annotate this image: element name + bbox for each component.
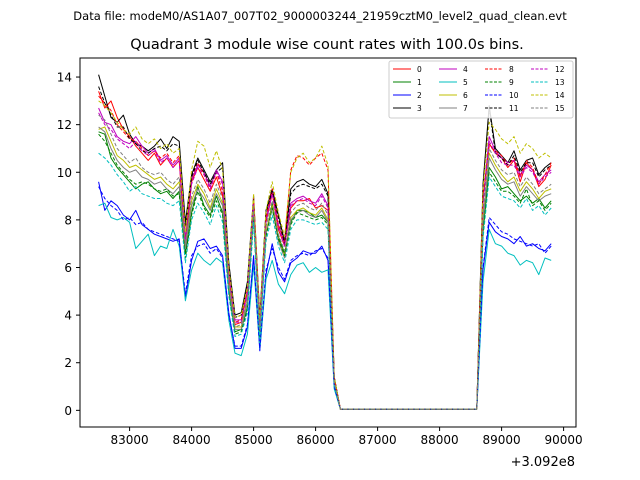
y-tick-label: 0 [64, 404, 72, 418]
x-axis-ticks: 83000 84000 85000 86000 87000 88000 89000 90000 [111, 427, 583, 447]
legend-label-9: 9 [509, 78, 514, 87]
x-tick-label: 84000 [173, 433, 211, 447]
legend-label-7: 7 [463, 104, 468, 113]
y-tick-label: 10 [57, 166, 72, 180]
legend-label-0: 0 [417, 65, 422, 74]
legend-label-5: 5 [463, 78, 468, 87]
y-tick-label: 12 [57, 118, 72, 132]
legend-label-2: 2 [417, 91, 422, 100]
x-tick-label: 83000 [111, 433, 149, 447]
x-offset-label: +3.092e8 [511, 455, 575, 470]
x-tick-label: 90000 [545, 433, 583, 447]
y-tick-label: 14 [57, 71, 72, 85]
y-tick-label: 2 [64, 356, 72, 370]
figure-suptitle: Data file: modeM0/AS1A07_007T02_90000032… [73, 9, 567, 23]
legend-label-1: 1 [417, 78, 422, 87]
x-tick-label: 89000 [483, 433, 521, 447]
series-layer [98, 74, 552, 410]
legend-label-11: 11 [509, 104, 519, 113]
series-line-15 [98, 114, 552, 410]
x-tick-label: 88000 [421, 433, 459, 447]
legend-label-8: 8 [509, 65, 514, 74]
series-line-10 [98, 186, 552, 410]
y-tick-label: 8 [64, 213, 72, 227]
x-tick-label: 85000 [235, 433, 273, 447]
legend-box [388, 60, 574, 119]
legend-label-10: 10 [509, 91, 519, 100]
legend-label-13: 13 [555, 78, 565, 87]
legend-label-12: 12 [555, 65, 565, 74]
legend-label-4: 4 [463, 65, 468, 74]
y-axis-ticks: 0 2 4 6 8 10 12 14 [57, 71, 80, 418]
legend-label-15: 15 [555, 104, 565, 113]
plot-frame [79, 57, 577, 428]
x-tick-label: 87000 [359, 433, 397, 447]
chart-title: Quadrant 3 module wise count rates with … [130, 37, 524, 53]
y-tick-label: 4 [64, 309, 72, 323]
legend-label-14: 14 [555, 91, 565, 100]
y-tick-label: 6 [64, 261, 72, 275]
legend-label-6: 6 [463, 91, 468, 100]
series-line-14 [98, 100, 552, 410]
legend-label-3: 3 [417, 104, 422, 113]
x-tick-label: 86000 [297, 433, 335, 447]
